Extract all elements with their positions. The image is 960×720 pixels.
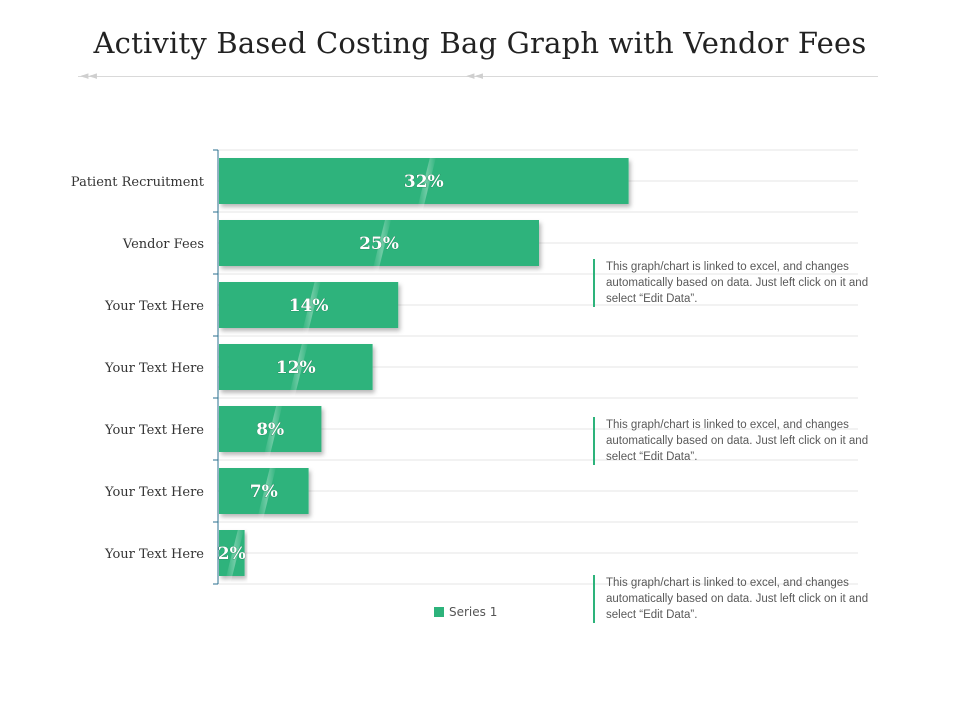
double-arrow-left-icon: ◄◄: [80, 69, 97, 82]
data-label: 8%: [256, 420, 284, 440]
bar-highlight: [224, 526, 245, 582]
page-title: Activity Based Costing Bag Graph with Ve…: [93, 26, 867, 60]
data-label: 7%: [250, 482, 278, 502]
bar-highlight: [416, 154, 437, 210]
bar-highlight: [372, 216, 392, 272]
legend-label: Series 1: [449, 605, 498, 619]
bar-highlight: [256, 464, 277, 520]
bar-highlight: [288, 340, 309, 396]
chart-legend: Series 1: [434, 605, 497, 619]
chart-note: This graph/chart is linked to excel, and…: [593, 259, 876, 307]
bar-highlight: [263, 402, 284, 458]
category-label: Your Text Here: [104, 361, 204, 376]
category-label: Your Text Here: [104, 547, 204, 562]
category-label: Vendor Fees: [122, 237, 204, 252]
chart-note: This graph/chart is linked to excel, and…: [593, 575, 876, 623]
double-arrow-left-icon: ◄◄: [466, 69, 483, 82]
data-label: 12%: [276, 358, 316, 378]
data-label: 14%: [289, 296, 329, 316]
data-label: 32%: [404, 172, 444, 192]
category-label: Your Text Here: [104, 299, 204, 314]
chart-note: This graph/chart is linked to excel, and…: [593, 417, 876, 465]
title-divider: [78, 76, 878, 77]
bar-highlight: [301, 278, 322, 334]
data-label: 25%: [359, 234, 399, 254]
data-label: 2%: [218, 544, 246, 564]
category-label: Your Text Here: [104, 485, 204, 500]
category-label: Patient Recruitment: [71, 175, 205, 190]
legend-swatch: [434, 607, 444, 617]
category-label: Your Text Here: [104, 423, 204, 438]
